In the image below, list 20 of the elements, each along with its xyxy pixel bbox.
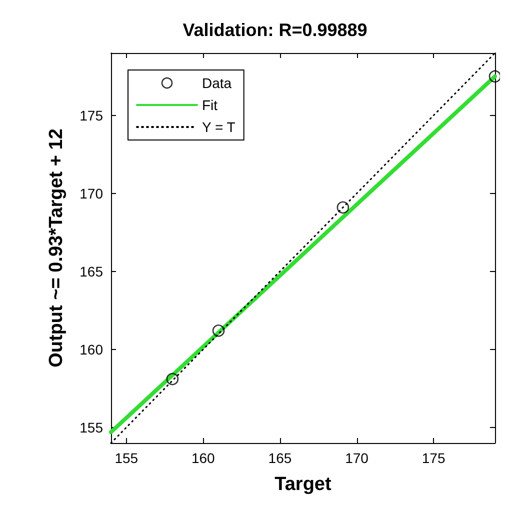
y-tick-label: 165 bbox=[80, 263, 104, 280]
legend-label: Y = T bbox=[202, 119, 236, 135]
x-axis-title: Target bbox=[274, 474, 332, 495]
legend-label: Fit bbox=[202, 97, 218, 113]
y-tick-label: 170 bbox=[80, 185, 104, 202]
point bbox=[336, 201, 350, 214]
x-tick-label: 170 bbox=[345, 450, 369, 466]
x-tick-label: 175 bbox=[422, 450, 446, 466]
x-tick-label: 165 bbox=[268, 450, 292, 466]
legend-label: Data bbox=[202, 75, 232, 91]
point bbox=[488, 70, 500, 83]
y-tick-label: 175 bbox=[80, 107, 104, 124]
x-tick-label: 155 bbox=[114, 450, 138, 466]
y-tick-label: 160 bbox=[80, 341, 104, 358]
y-axis-title: Output ~= 0.93*Target + 12 bbox=[46, 128, 67, 368]
point bbox=[212, 324, 225, 337]
chart-title: Validation: R=0.99889 bbox=[182, 20, 368, 40]
y-tick-label: 155 bbox=[80, 419, 104, 436]
point bbox=[166, 372, 179, 386]
x-tick-label: 160 bbox=[191, 450, 216, 466]
